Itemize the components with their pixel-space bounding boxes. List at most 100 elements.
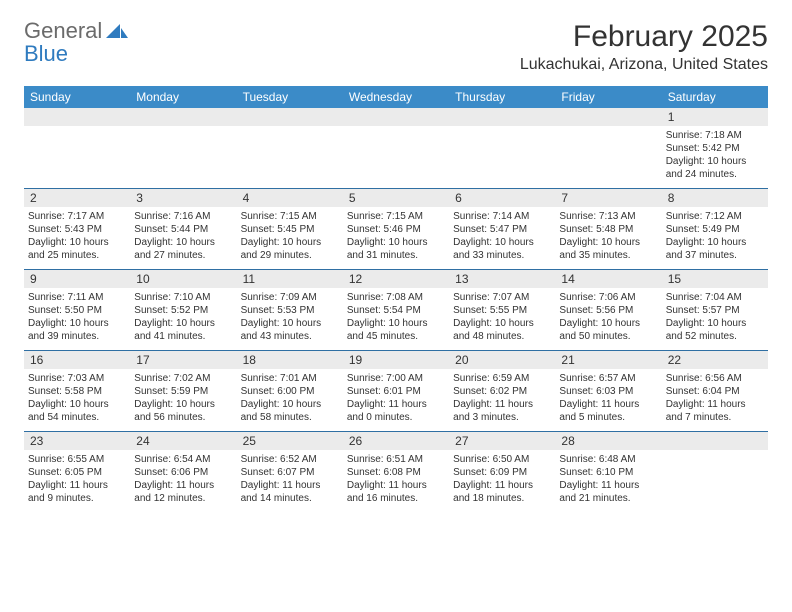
sunset-text: Sunset: 5:49 PM [666,223,764,236]
brand-sail-icon [106,22,128,43]
day-cell: 9Sunrise: 7:11 AMSunset: 5:50 PMDaylight… [24,270,130,350]
day-number: 8 [662,189,768,207]
weeks-container: 1Sunrise: 7:18 AMSunset: 5:42 PMDaylight… [24,108,768,512]
day-cell [24,108,130,188]
daylight-text: Daylight: 10 hours and 25 minutes. [28,236,126,262]
day-cell: 26Sunrise: 6:51 AMSunset: 6:08 PMDayligh… [343,432,449,512]
day-cell: 3Sunrise: 7:16 AMSunset: 5:44 PMDaylight… [130,189,236,269]
daylight-text: Daylight: 10 hours and 45 minutes. [347,317,445,343]
day-number: 2 [24,189,130,207]
weekday-header: Saturday [662,86,768,108]
daylight-text: Daylight: 10 hours and 27 minutes. [134,236,232,262]
day-number: 5 [343,189,449,207]
day-cell [237,108,343,188]
day-number: 19 [343,351,449,369]
daylight-text: Daylight: 10 hours and 54 minutes. [28,398,126,424]
sunrise-text: Sunrise: 7:15 AM [347,210,445,223]
day-number [662,432,768,450]
sunset-text: Sunset: 6:03 PM [559,385,657,398]
sunrise-text: Sunrise: 6:55 AM [28,453,126,466]
day-cell: 23 Sunrise: 6:55 AMSunset: 6:05 PMDayligh… [24,432,130,512]
sunrise-text: Sunrise: 7:15 AM [241,210,339,223]
sunset-text: Sunset: 5:42 PM [666,142,764,155]
sunset-text: Sunset: 6:05 PM [28,466,126,479]
sunset-text: Sunset: 5:58 PM [28,385,126,398]
daylight-text: Daylight: 11 hours and 9 minutes. [28,479,126,505]
week-row: 2Sunrise: 7:17 AMSunset: 5:43 PMDaylight… [24,188,768,269]
calendar-grid: Sunday Monday Tuesday Wednesday Thursday… [24,86,768,512]
day-number: 4 [237,189,343,207]
sunset-text: Sunset: 5:43 PM [28,223,126,236]
header: General Blue February 2025 Lukachukai, A… [24,20,768,74]
sunset-text: Sunset: 5:48 PM [559,223,657,236]
daylight-text: Daylight: 10 hours and 35 minutes. [559,236,657,262]
day-number [130,108,236,126]
weekday-header: Sunday [24,86,130,108]
sunset-text: Sunset: 5:46 PM [347,223,445,236]
day-number: 18 [237,351,343,369]
day-cell [555,108,661,188]
sunset-text: Sunset: 5:55 PM [453,304,551,317]
day-number: 6 [449,189,555,207]
daylight-text: Daylight: 10 hours and 24 minutes. [666,155,764,181]
daylight-text: Daylight: 10 hours and 41 minutes. [134,317,232,343]
sunset-text: Sunset: 6:07 PM [241,466,339,479]
daylight-text: Daylight: 11 hours and 16 minutes. [347,479,445,505]
sunrise-text: Sunrise: 7:14 AM [453,210,551,223]
day-cell: 20Sunrise: 6:59 AMSunset: 6:02 PMDayligh… [449,351,555,431]
sunrise-text: Sunrise: 6:59 AM [453,372,551,385]
sunrise-text: Sunrise: 6:51 AM [347,453,445,466]
day-number: 26 [343,432,449,450]
sunrise-text: Sunrise: 7:08 AM [347,291,445,304]
daylight-text: Daylight: 11 hours and 21 minutes. [559,479,657,505]
day-number: 27 [449,432,555,450]
week-row: 1Sunrise: 7:18 AMSunset: 5:42 PMDaylight… [24,108,768,188]
sunset-text: Sunset: 6:04 PM [666,385,764,398]
sunrise-text: Sunrise: 7:12 AM [666,210,764,223]
day-cell: 8Sunrise: 7:12 AMSunset: 5:49 PMDaylight… [662,189,768,269]
day-cell: 6Sunrise: 7:14 AMSunset: 5:47 PMDaylight… [449,189,555,269]
day-cell: 21Sunrise: 6:57 AMSunset: 6:03 PMDayligh… [555,351,661,431]
sunrise-text: Sunrise: 7:04 AM [666,291,764,304]
day-cell: 12Sunrise: 7:08 AMSunset: 5:54 PMDayligh… [343,270,449,350]
day-number: 12 [343,270,449,288]
sunrise-text: Sunrise: 7:11 AM [28,291,126,304]
daylight-text: Daylight: 10 hours and 48 minutes. [453,317,551,343]
brand-logo: General Blue [24,20,128,66]
day-number: 28 [555,432,661,450]
sunset-text: Sunset: 6:10 PM [559,466,657,479]
day-number: 3 [130,189,236,207]
day-cell: 19Sunrise: 7:00 AMSunset: 6:01 PMDayligh… [343,351,449,431]
weekday-header: Tuesday [237,86,343,108]
day-cell: 10Sunrise: 7:10 AMSunset: 5:52 PMDayligh… [130,270,236,350]
sunrise-text: Sunrise: 7:07 AM [453,291,551,304]
day-number: 11 [237,270,343,288]
sunset-text: Sunset: 5:59 PM [134,385,232,398]
daylight-text: Daylight: 10 hours and 29 minutes. [241,236,339,262]
day-cell: 22Sunrise: 6:56 AMSunset: 6:04 PMDayligh… [662,351,768,431]
day-number: 14 [555,270,661,288]
day-number: 16 [24,351,130,369]
day-number: 23 [24,432,130,450]
day-number [343,108,449,126]
sunrise-text: Sunrise: 7:10 AM [134,291,232,304]
brand-word-2: Blue [24,41,68,66]
sunrise-text: Sunrise: 6:52 AM [241,453,339,466]
sunset-text: Sunset: 5:45 PM [241,223,339,236]
month-title: February 2025 [520,20,768,54]
day-number: 20 [449,351,555,369]
sunset-text: Sunset: 6:01 PM [347,385,445,398]
daylight-text: Daylight: 10 hours and 52 minutes. [666,317,764,343]
sunrise-text: Sunrise: 6:48 AM [559,453,657,466]
sunset-text: Sunset: 5:52 PM [134,304,232,317]
day-cell: 17Sunrise: 7:02 AMSunset: 5:59 PMDayligh… [130,351,236,431]
day-cell: 13Sunrise: 7:07 AMSunset: 5:55 PMDayligh… [449,270,555,350]
sunset-text: Sunset: 6:06 PM [134,466,232,479]
sunset-text: Sunset: 5:57 PM [666,304,764,317]
week-row: 23Sunrise: 6:55 AMSunset: 6:05 PMDayligh… [24,431,768,512]
sunset-text: Sunset: 6:00 PM [241,385,339,398]
daylight-text: Daylight: 11 hours and 3 minutes. [453,398,551,424]
sunset-text: Sunset: 5:53 PM [241,304,339,317]
day-number: 22 [662,351,768,369]
weekday-header: Monday [130,86,236,108]
